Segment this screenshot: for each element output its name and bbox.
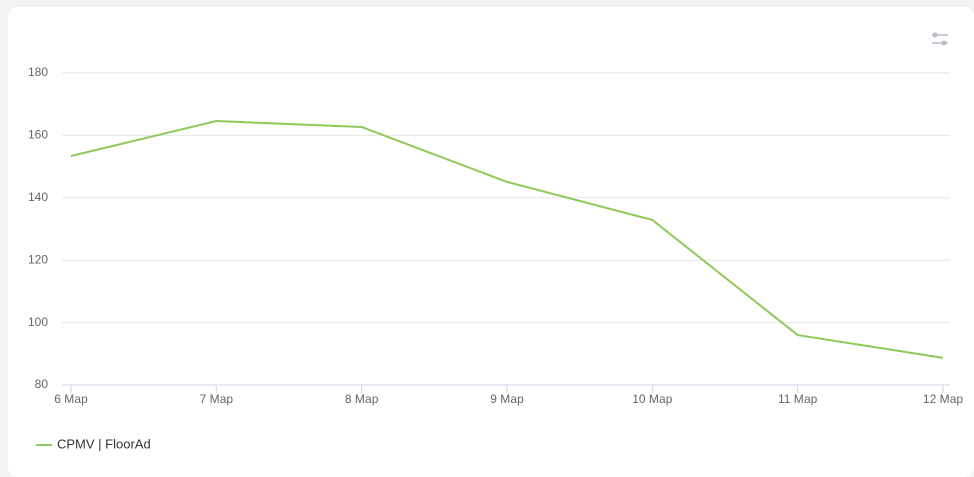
chart-card	[8, 7, 974, 477]
settings-icon[interactable]	[932, 32, 948, 46]
y-tick-label: 140	[28, 190, 48, 204]
x-tick-label: 10 Мар	[632, 392, 672, 406]
x-tick-label: 12 Мар	[923, 392, 963, 406]
x-tick-label: 11 Мар	[778, 392, 818, 406]
legend-label[interactable]: CPMV | FloorAd	[57, 436, 151, 451]
x-tick-label: 8 Мар	[345, 392, 379, 406]
page: 80 100 120 140 160 180 6 Мар 7 Мар 8 Мар 9 Мар 10 …	[8, 7, 974, 477]
y-tick-label: 100	[28, 315, 48, 329]
y-tick-label: 180	[28, 65, 48, 79]
y-tick-label: 80	[35, 377, 49, 391]
x-tick-label: 7 Мар	[200, 392, 234, 406]
line-series	[70, 120, 944, 359]
x-tick-label: 6 Мар	[54, 392, 88, 406]
y-tick-label: 160	[28, 128, 48, 142]
y-tick-label: 120	[28, 252, 48, 266]
chart: 80 100 120 140 160 180 6 Мар 7 Мар 8 Мар 9 Мар 10 …	[28, 32, 963, 451]
x-tick-label: 9 Мар	[490, 392, 524, 406]
